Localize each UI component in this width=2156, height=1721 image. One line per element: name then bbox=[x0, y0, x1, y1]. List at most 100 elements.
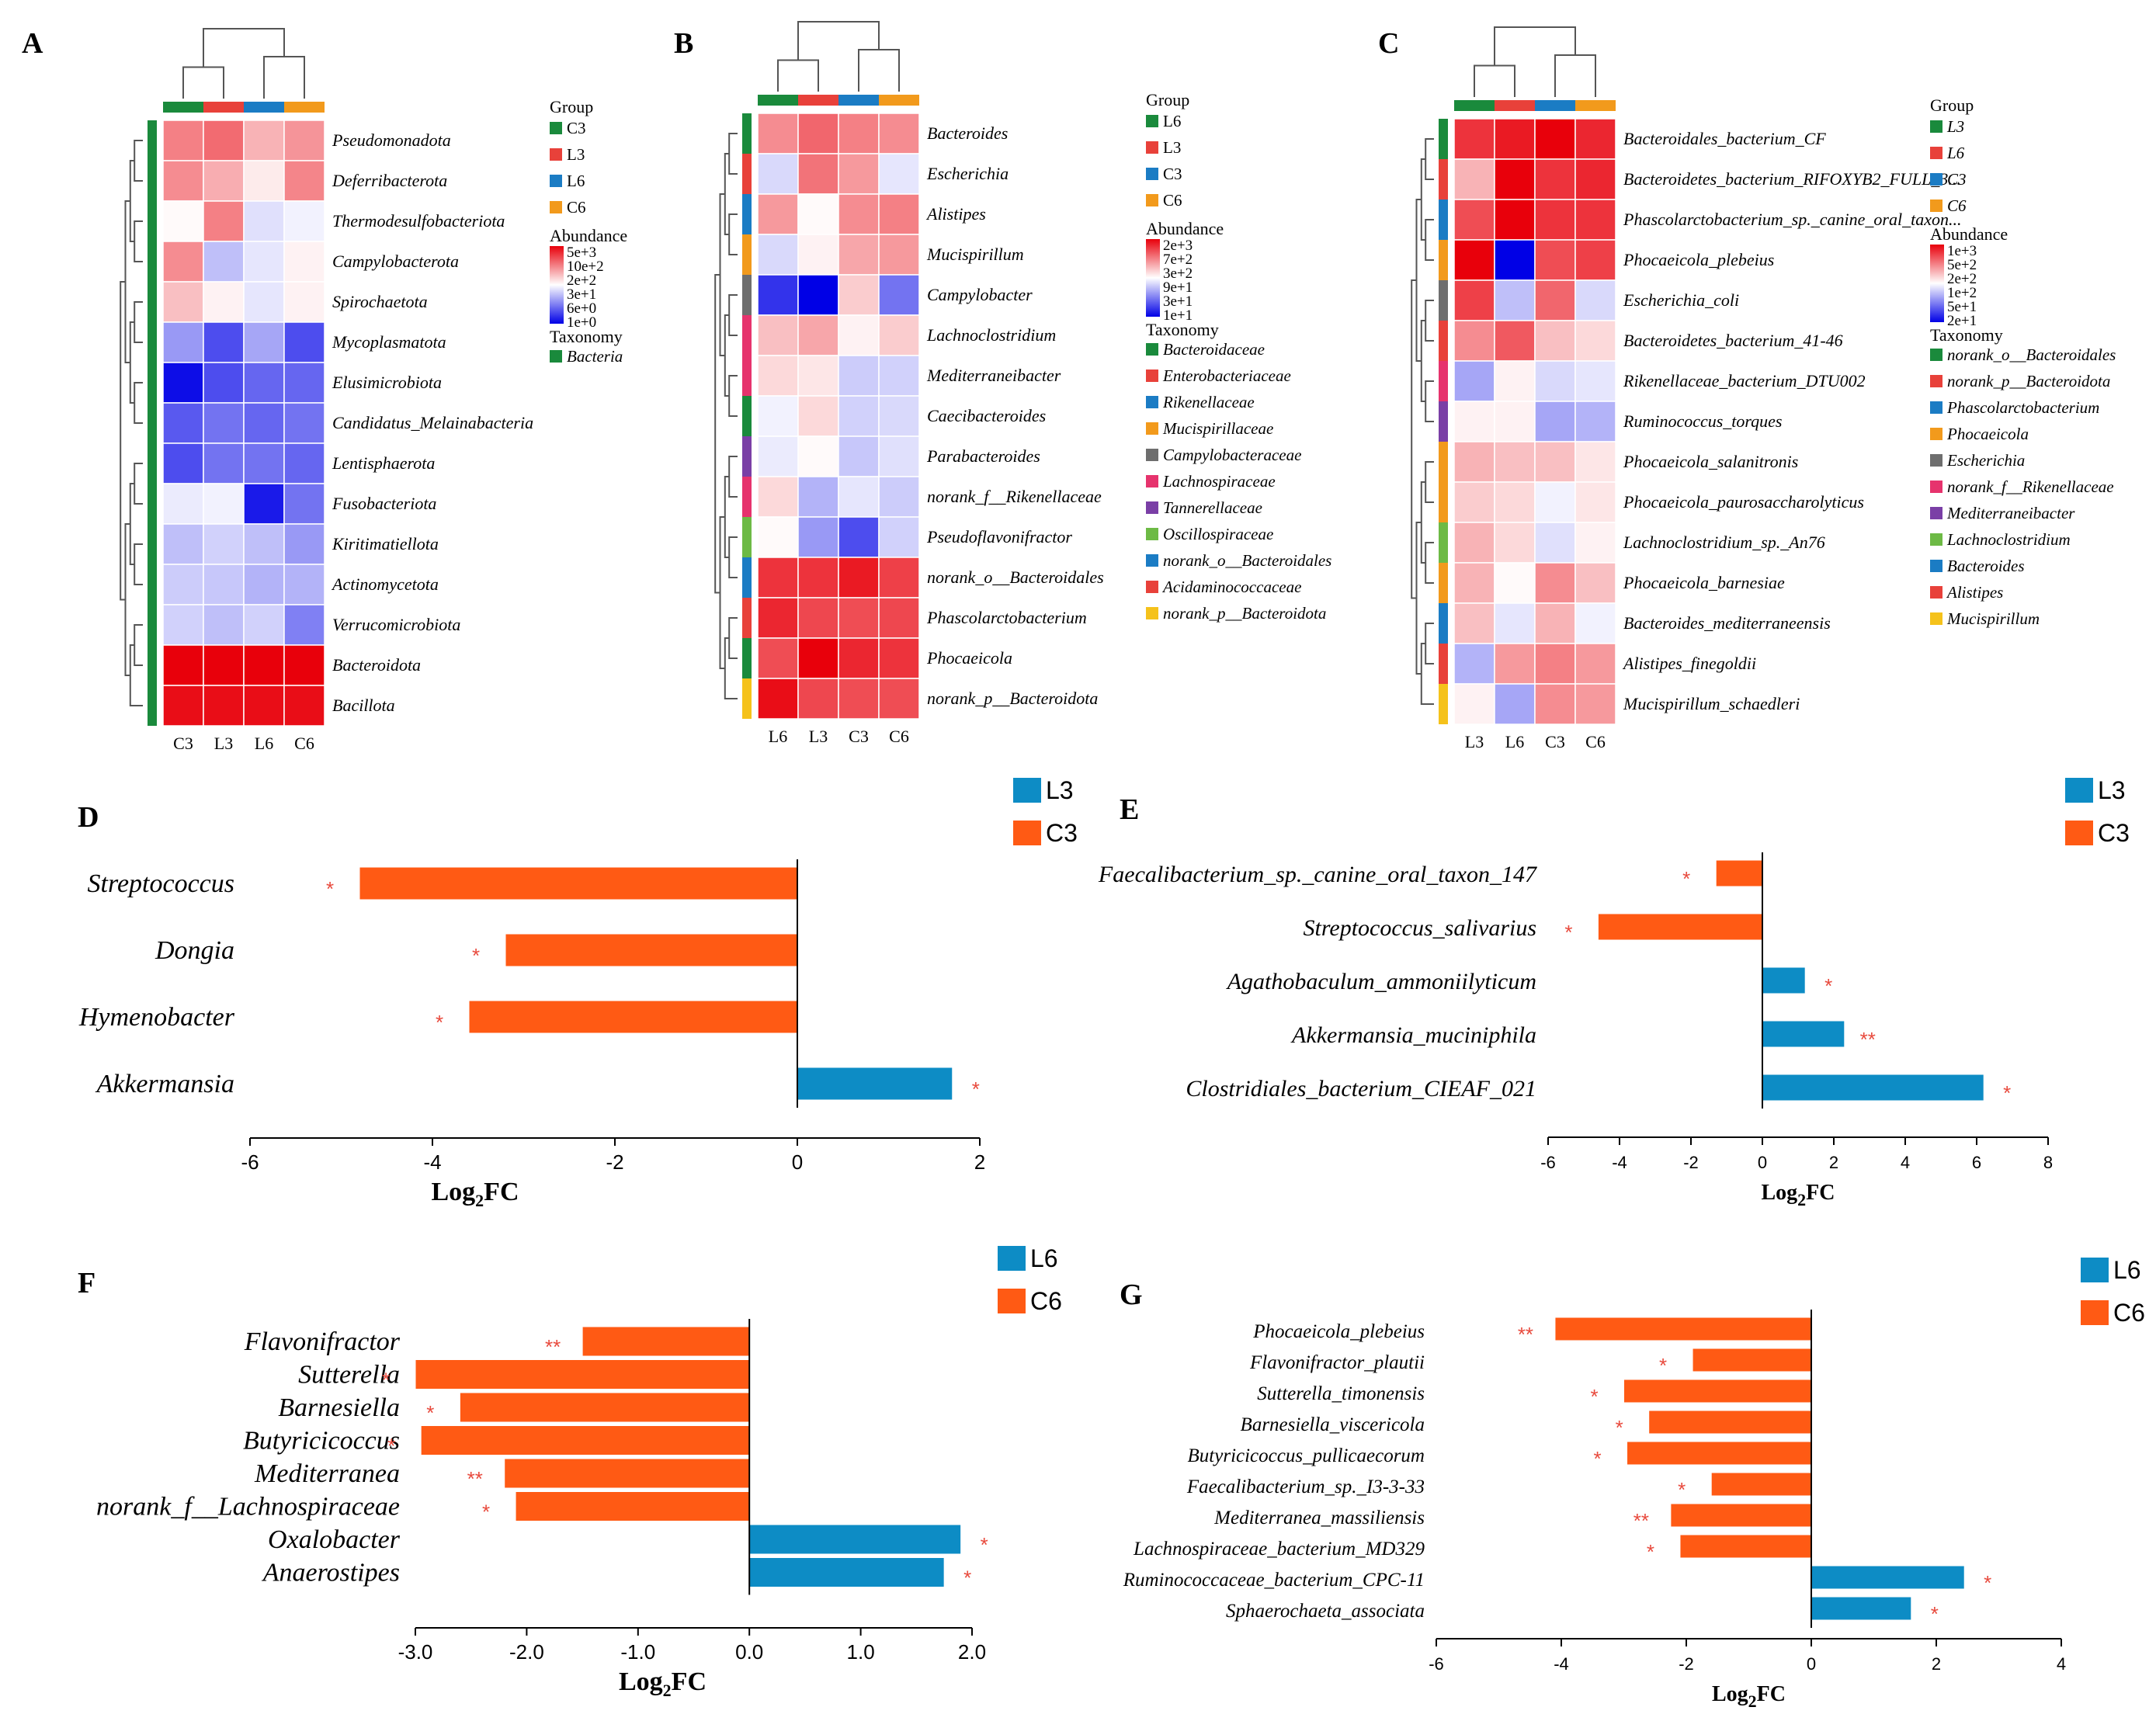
bar bbox=[1679, 1534, 1812, 1559]
heatmap-cell bbox=[203, 160, 245, 202]
taxonomy-legend-label: Mediterraneibacter bbox=[1946, 504, 2075, 522]
abundance-tick: 1e+0 bbox=[567, 314, 596, 331]
heatmap-cell bbox=[243, 604, 285, 646]
bar bbox=[1692, 1348, 1812, 1372]
row-group-bar bbox=[1439, 644, 1448, 684]
taxonomy-legend-swatch bbox=[1146, 396, 1158, 408]
heatmap-cell bbox=[243, 281, 285, 323]
heatmap-cell bbox=[1574, 643, 1616, 685]
category-label: Akkermansia_muciniphila bbox=[1290, 1022, 1536, 1048]
heatmap-cell bbox=[283, 160, 325, 202]
significance-marker: * bbox=[436, 1011, 443, 1034]
row-group-bar bbox=[148, 120, 157, 161]
row-label: Phocaeicola_plebeius bbox=[1623, 250, 1774, 269]
taxonomy-legend-swatch bbox=[1146, 554, 1158, 567]
taxonomy-legend-swatch bbox=[550, 350, 562, 363]
taxonomy-legend-title: Taxonomy bbox=[1930, 325, 2003, 345]
heatmap-cell bbox=[797, 355, 839, 397]
heatmap-cell bbox=[838, 435, 880, 477]
row-label: Bacteroidetes_bacterium_RIFOXYB2_FULL_3.… bbox=[1623, 169, 1961, 189]
category-label: Streptococcus bbox=[88, 869, 234, 898]
x-tick-label: 4 bbox=[2057, 1654, 2066, 1674]
heatmap-cell bbox=[243, 160, 285, 202]
row-label: Actinomycetota bbox=[331, 574, 439, 594]
heatmap-cell bbox=[757, 314, 799, 356]
heatmap-cell bbox=[203, 321, 245, 363]
heatmap-cell bbox=[1453, 320, 1495, 362]
heatmap-cell bbox=[757, 476, 799, 518]
taxonomy-legend-swatch bbox=[1146, 449, 1158, 461]
group-legend-label: C6 bbox=[567, 198, 586, 217]
abundance-colorbar bbox=[550, 246, 564, 324]
bar-legend-swatch bbox=[1013, 821, 1041, 845]
heatmap-cell bbox=[243, 483, 285, 525]
group-legend-label: L6 bbox=[1946, 144, 1965, 162]
heatmap-cell bbox=[838, 234, 880, 276]
row-label: Escherichia_coli bbox=[1623, 290, 1739, 310]
significance-marker: * bbox=[1682, 867, 1690, 890]
row-label: Alistipes bbox=[925, 204, 986, 224]
heatmap-cell bbox=[1494, 562, 1536, 604]
x-tick-label: 1.0 bbox=[847, 1640, 875, 1664]
row-label: Fusobacteriota bbox=[332, 494, 436, 513]
row-label: Verrucomicrobiota bbox=[332, 615, 460, 634]
heatmap-cell bbox=[1494, 158, 1536, 200]
taxonomy-legend-swatch bbox=[1930, 586, 1942, 599]
heatmap-cell bbox=[243, 564, 285, 605]
significance-marker: * bbox=[426, 1401, 434, 1424]
row-group-bar bbox=[148, 685, 157, 726]
heatmap-cell bbox=[243, 120, 285, 161]
abundance-tick: 5e+2 bbox=[1947, 257, 1977, 273]
heatmap-cell bbox=[162, 120, 204, 161]
heatmap-cell bbox=[838, 516, 880, 558]
heatmap-cell bbox=[878, 597, 920, 639]
taxonomy-legend-label: Enterobacteriaceae bbox=[1162, 366, 1291, 385]
group-legend-swatch bbox=[1146, 141, 1158, 154]
taxonomy-legend-swatch bbox=[1930, 349, 1942, 361]
taxonomy-legend-label: Phocaeicola bbox=[1946, 425, 2029, 443]
taxonomy-legend-swatch bbox=[1146, 581, 1158, 593]
heatmap-cell bbox=[1494, 239, 1536, 281]
column-group-bar bbox=[838, 95, 879, 106]
significance-marker: * bbox=[1659, 1354, 1667, 1377]
heatmap-cell bbox=[797, 678, 839, 720]
heatmap-cell bbox=[838, 637, 880, 679]
taxonomy-legend-swatch bbox=[1146, 475, 1158, 488]
x-tick-label: -4 bbox=[423, 1150, 441, 1174]
row-label: Pseudomonadota bbox=[332, 130, 451, 150]
abundance-tick: 10e+2 bbox=[567, 258, 604, 275]
heatmap-cell bbox=[1574, 602, 1616, 644]
heatmap-cell bbox=[1453, 401, 1495, 442]
row-group-bar bbox=[1439, 442, 1448, 482]
heatmap-cell bbox=[1494, 279, 1536, 321]
taxonomy-legend-swatch bbox=[1930, 401, 1942, 414]
row-group-bar bbox=[148, 322, 157, 363]
taxonomy-legend-swatch bbox=[1146, 501, 1158, 514]
heatmap-cell bbox=[1453, 199, 1495, 241]
heatmap-cell bbox=[838, 476, 880, 518]
bar bbox=[1811, 1565, 1965, 1590]
category-label: Phocaeicola_plebeius bbox=[1252, 1321, 1425, 1342]
bar-legend-swatch bbox=[2081, 1300, 2109, 1325]
row-group-bar bbox=[148, 363, 157, 403]
column-label: L6 bbox=[769, 727, 787, 746]
group-legend-title: Group bbox=[1146, 90, 1189, 109]
heatmap-cell bbox=[162, 241, 204, 283]
bar-legend-swatch bbox=[2065, 778, 2093, 803]
x-tick-label: 0 bbox=[792, 1150, 803, 1174]
group-legend-swatch bbox=[1930, 200, 1942, 212]
row-label: Caecibacteroides bbox=[927, 406, 1046, 425]
heatmap-cell bbox=[757, 355, 799, 397]
heatmap-cell bbox=[757, 193, 799, 235]
row-group-bar bbox=[1439, 684, 1448, 724]
bar-legend-label: C3 bbox=[2098, 819, 2130, 847]
taxonomy-legend-label: norank_o__Bacteroidales bbox=[1947, 345, 2116, 364]
group-legend-label: L3 bbox=[567, 145, 585, 164]
heatmap-cell bbox=[1534, 602, 1576, 644]
row-group-bar bbox=[1439, 361, 1448, 401]
bar-legend-swatch bbox=[2065, 821, 2093, 845]
category-label: Anaerostipes bbox=[262, 1559, 400, 1587]
heatmap-cell bbox=[1574, 320, 1616, 362]
heatmap-cell bbox=[283, 362, 325, 404]
